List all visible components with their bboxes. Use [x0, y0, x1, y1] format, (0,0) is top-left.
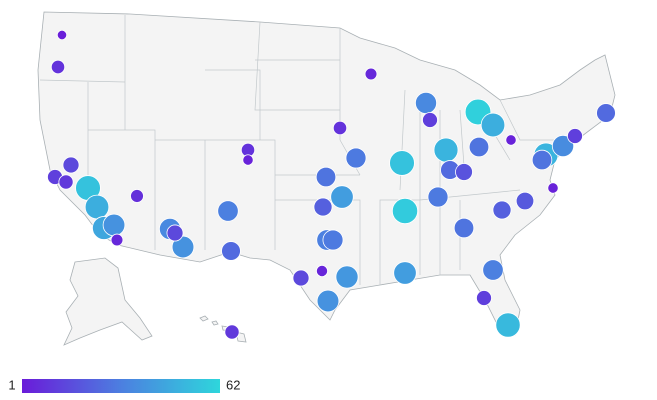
bubble [62, 156, 80, 174]
bubble [332, 120, 348, 136]
bubble [217, 200, 239, 222]
bubble [224, 324, 240, 340]
bubble [422, 112, 438, 128]
bubble [427, 186, 449, 208]
bubble [130, 189, 144, 203]
bubble [292, 269, 310, 287]
bubble [335, 265, 359, 289]
bubble [492, 200, 512, 220]
bubble [171, 235, 195, 259]
bubble [322, 229, 344, 251]
bubble [313, 197, 333, 217]
bubble [531, 149, 553, 171]
bubble [166, 224, 184, 242]
bubble [50, 59, 66, 75]
alaska [63, 257, 153, 346]
bubble [476, 290, 492, 306]
color-legend-bar [22, 379, 220, 393]
bubble [221, 241, 241, 261]
bubble [453, 217, 475, 239]
bubble [547, 182, 559, 194]
bubble [415, 92, 437, 114]
bubbles [47, 29, 616, 340]
bubble [468, 136, 490, 158]
bubble [567, 128, 583, 144]
bubble [391, 197, 419, 225]
bubble [316, 289, 340, 313]
bubble [345, 147, 367, 169]
bubble [482, 259, 504, 281]
bubble [515, 191, 535, 211]
bubble [596, 103, 616, 123]
bubble [242, 154, 254, 166]
bubble [58, 174, 74, 190]
bubble [330, 185, 354, 209]
bubble [455, 163, 473, 181]
bubble [433, 137, 459, 163]
hawaii [199, 315, 247, 343]
bubble [84, 194, 110, 220]
legend-max-label: 62 [226, 377, 240, 392]
bubble [56, 29, 68, 41]
bubble [315, 264, 329, 278]
bubble [315, 166, 337, 188]
bubble [551, 134, 575, 158]
bubble [505, 134, 517, 146]
legend-min-label: 1 [8, 377, 15, 392]
bubble [393, 261, 417, 285]
bubble [102, 213, 126, 237]
bubble [480, 112, 506, 138]
bubble [389, 150, 415, 176]
bubble [364, 67, 378, 81]
bubble [110, 233, 124, 247]
bubble [495, 312, 521, 338]
